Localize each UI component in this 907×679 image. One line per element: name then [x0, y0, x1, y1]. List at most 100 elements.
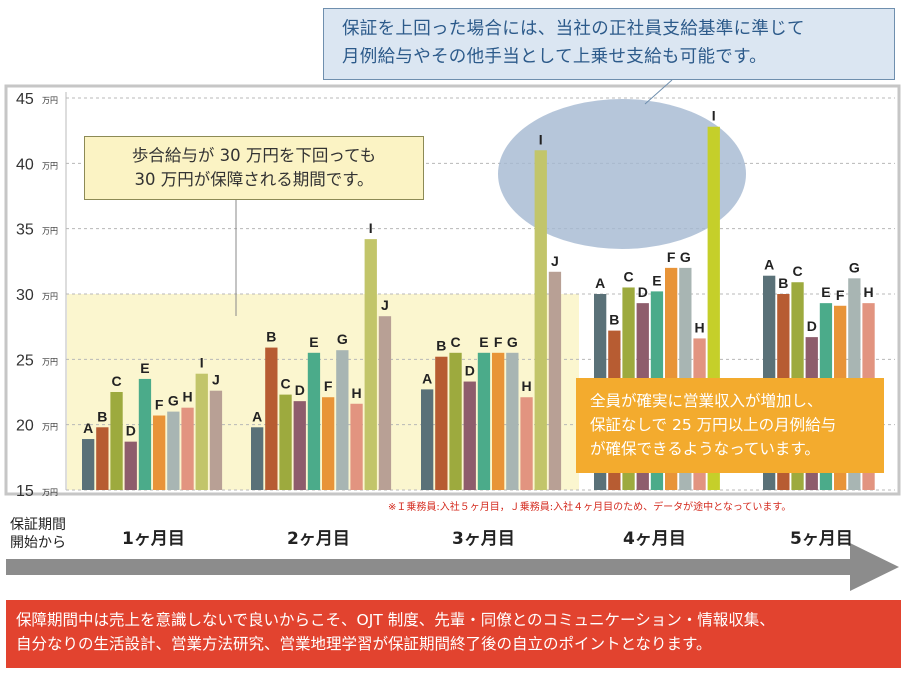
bar-2-I: [364, 239, 377, 490]
bar-label-1-A: A: [83, 420, 93, 436]
bar-label-3-F: F: [494, 334, 503, 350]
bar-label-1-F: F: [155, 397, 164, 413]
bar-label-1-I: I: [200, 355, 204, 371]
timeline-arrow-shaft: [6, 559, 862, 575]
footnote: ※Ｉ乗務員:入社５ヶ月目，Ｊ乗務員:入社４ヶ月目のため、データが途中となっていま…: [388, 502, 792, 513]
bar-label-3-D: D: [465, 363, 475, 379]
bar-2-F: [322, 397, 335, 490]
bar-3-E: [477, 352, 491, 490]
bar-label-1-E: E: [140, 360, 149, 376]
income-callout-line-1: 全員が確実に営業収入が増加し、: [590, 392, 823, 410]
timeline-arrow: [6, 543, 899, 591]
bar-label-5-B: B: [778, 275, 788, 291]
income-callout-line-2: 保証なしで 25 万円以上の月例給与: [590, 416, 837, 434]
bar-2-G: [336, 350, 349, 490]
bar-label-3-G: G: [507, 334, 518, 350]
income-callout-line-3: が確保できるようなっています。: [590, 440, 820, 458]
bar-label-2-C: C: [280, 376, 290, 392]
y-tick-label: 30: [16, 287, 34, 304]
bar-label-4-B: B: [609, 312, 619, 328]
bar-label-5-F: F: [836, 287, 845, 303]
bar-1-G: [167, 411, 180, 490]
bar-1-B: [96, 427, 109, 490]
top-callout-line-2: 月例給与やその他手当として上乗せ支給も可能です。: [342, 47, 767, 67]
bar-label-1-J: J: [212, 372, 220, 388]
guarantee-callout-line-2: 30 万円が保障される期間です。: [134, 170, 374, 189]
bar-2-E: [307, 352, 321, 490]
y-tick-unit: 万円: [42, 423, 58, 432]
bar-2-D: [293, 401, 306, 490]
top-callout: 保証を上回った場合には、当社の正社員支給基準に準じて 月例給与やその他手当として…: [323, 8, 895, 80]
bar-label-4-H: H: [694, 319, 704, 335]
bar-3-F: [492, 352, 505, 490]
y-tick-unit: 万円: [42, 96, 58, 105]
bar-3-I: [534, 150, 547, 490]
bar-2-A: [251, 427, 264, 490]
month-label-1: 1ヶ月目: [122, 529, 185, 549]
y-tick-unit: 万円: [42, 227, 58, 236]
bar-3-H: [520, 397, 533, 490]
bar-label-5-D: D: [807, 318, 817, 334]
bar-1-D: [124, 441, 137, 490]
month-label-3: 3ヶ月目: [452, 529, 515, 549]
bar-2-B: [265, 347, 278, 490]
bar-1-H: [181, 407, 194, 490]
bar-label-3-A: A: [422, 370, 432, 386]
top-callout-leader: [644, 79, 673, 105]
bottom-message-line-1: 保障期間中は売上を意識しないで良いからこそ、OJT 制度、先輩・同僚とのコミュニ…: [16, 611, 775, 629]
bar-label-3-H: H: [521, 378, 531, 394]
callout-leaders: [235, 79, 673, 316]
income-callout: 全員が確実に営業収入が増加し、 保証なしで 25 万円以上の月例給与 が確保でき…: [576, 378, 884, 473]
bar-1-J: [209, 390, 223, 490]
bar-3-J: [548, 271, 562, 490]
bar-label-4-C: C: [623, 268, 633, 284]
bar-label-5-C: C: [792, 263, 802, 279]
top-callout-line-1: 保証を上回った場合には、当社の正社員支給基準に準じて: [342, 19, 805, 39]
guarantee-callout: 歩合給与が 30 万円を下回っても 30 万円が保障される期間です。: [84, 136, 424, 200]
bar-label-2-I: I: [369, 220, 373, 236]
bar-label-3-E: E: [479, 334, 488, 350]
bar-3-A: [421, 389, 434, 490]
highlight-ellipse: [498, 99, 746, 249]
bar-1-I: [195, 373, 208, 490]
bar-label-2-A: A: [252, 408, 262, 424]
bar-label-2-J: J: [381, 297, 389, 313]
period-label-line-2: 開始から: [10, 535, 66, 551]
y-tick-unit: 万円: [42, 161, 58, 170]
bar-2-H: [350, 403, 363, 490]
bottom-message-line-2: 自分なりの生活設計、営業方法研究、営業地理学習が保証期間終了後の自立のポイントと…: [16, 635, 712, 653]
y-tick-unit: 万円: [42, 357, 58, 366]
y-tick-unit: 万円: [42, 488, 58, 497]
month-label-4: 4ヶ月目: [623, 529, 686, 549]
bar-label-2-H: H: [351, 385, 361, 401]
y-tick-label: 25: [16, 352, 34, 369]
highlight-ellipse-shape: [498, 99, 746, 249]
y-tick-label: 40: [16, 156, 34, 173]
bar-label-3-J: J: [551, 253, 559, 269]
y-tick-labels: 45 万円 40 万円 35 万円 30 万円 25 万円 20 万円 15 万円: [16, 91, 58, 500]
timeline-arrow-head: [850, 543, 899, 591]
bar-label-5-E: E: [821, 284, 830, 300]
bar-label-4-I: I: [712, 108, 716, 124]
guarantee-callout-line-1: 歩合給与が 30 万円を下回っても: [131, 146, 377, 165]
month-label-5: 5ヶ月目: [790, 529, 853, 549]
bar-label-1-D: D: [126, 423, 136, 439]
bar-label-4-D: D: [638, 284, 648, 300]
y-tick-label: 35: [16, 222, 34, 239]
y-tick-unit: 万円: [42, 292, 58, 301]
bar-label-2-B: B: [266, 329, 276, 345]
bar-label-1-B: B: [97, 408, 107, 424]
bar-1-A: [82, 439, 95, 490]
bar-label-2-G: G: [337, 331, 348, 347]
bar-label-4-E: E: [652, 272, 661, 288]
bar-label-2-E: E: [309, 334, 318, 350]
y-tick-label: 45: [16, 91, 34, 108]
bar-2-C: [279, 394, 292, 490]
bar-label-5-G: G: [849, 259, 860, 275]
bar-label-3-C: C: [450, 334, 460, 350]
bar-label-1-G: G: [168, 393, 179, 409]
bar-label-2-F: F: [324, 378, 333, 394]
bar-3-G: [506, 352, 519, 490]
period-label-line-1: 保証期間: [10, 517, 66, 533]
